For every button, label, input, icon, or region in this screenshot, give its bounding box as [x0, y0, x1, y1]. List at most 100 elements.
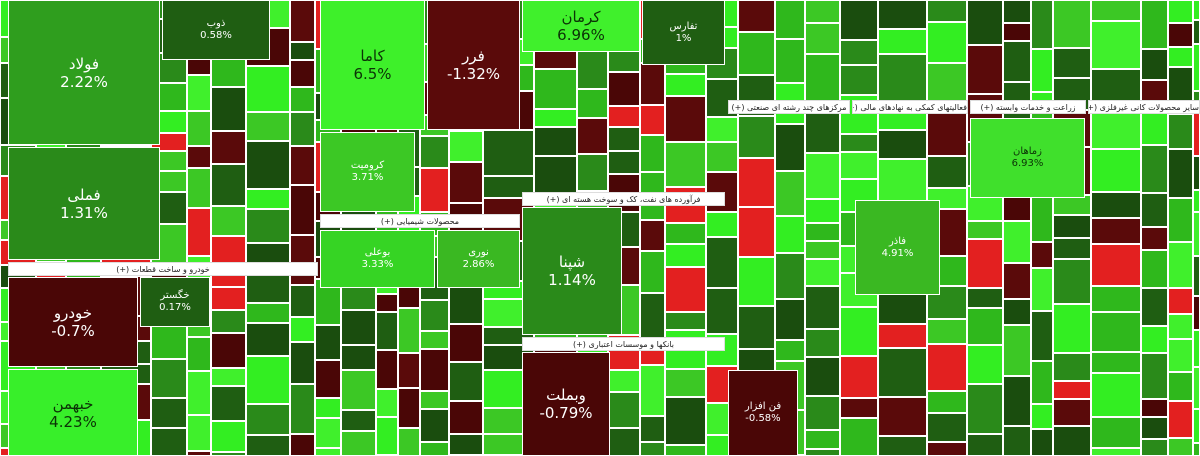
tile[interactable]: خبهمن 4.23% — [8, 369, 138, 456]
filler-cell — [290, 146, 315, 185]
filler-cell — [1031, 242, 1053, 268]
tile[interactable]: ذوب 0.58% — [162, 0, 270, 60]
filler-cell — [1141, 250, 1168, 288]
filler-cell — [640, 105, 665, 135]
filler-cell — [1193, 112, 1200, 156]
filler-cell — [449, 362, 483, 401]
filler-cell — [376, 389, 398, 417]
tile-change: 4.91% — [881, 247, 914, 259]
filler-cell — [341, 310, 376, 345]
filler-cell — [449, 162, 483, 203]
filler-cell — [449, 131, 483, 162]
filler-cell — [1053, 238, 1091, 259]
tile[interactable]: فن افزار -0.58% — [728, 370, 798, 456]
filler-cell — [534, 127, 577, 156]
filler-cell — [1091, 149, 1141, 192]
filler-cell — [151, 428, 187, 456]
tile[interactable]: خگستر 0.17% — [140, 277, 210, 327]
tile-change: 1% — [675, 32, 692, 44]
filler-cell — [878, 436, 927, 456]
tile[interactable]: تفارس 1% — [642, 0, 725, 65]
filler-cell — [840, 356, 878, 398]
tile[interactable]: نوری 2.86% — [437, 230, 520, 288]
filler-cell — [967, 288, 1003, 308]
tile[interactable]: بوعلی 3.33% — [320, 230, 435, 288]
filler-cell — [1193, 44, 1200, 91]
filler-cell — [1168, 438, 1193, 456]
filler-cell — [315, 418, 341, 448]
filler-cell — [927, 319, 967, 344]
filler-cell — [1141, 193, 1168, 227]
filler-cell — [927, 344, 967, 391]
filler-cell — [1168, 198, 1193, 242]
filler-cell — [805, 329, 840, 357]
filler-cell — [1168, 23, 1193, 47]
tile-label: تفارس — [669, 20, 698, 32]
filler-cell — [290, 235, 315, 285]
sector-label: زراعت و خدمات وابسته (+) — [970, 100, 1086, 114]
filler-cell — [1053, 48, 1091, 78]
filler-cell — [290, 0, 315, 42]
tile[interactable]: وبملت -0.79% — [522, 352, 610, 456]
filler-cell — [1091, 21, 1141, 69]
tile[interactable]: فولاد 2.22% — [8, 0, 160, 145]
tile-change: -1.32% — [446, 65, 501, 83]
filler-cell — [211, 87, 246, 131]
filler-cell — [577, 89, 608, 118]
filler-cell — [805, 0, 840, 23]
filler-cell — [1003, 376, 1031, 426]
tile[interactable]: کرمان 6.96% — [522, 0, 640, 52]
filler-cell — [738, 32, 775, 75]
filler-cell — [290, 185, 315, 235]
filler-cell — [483, 176, 534, 198]
filler-cell — [1003, 41, 1031, 82]
tile[interactable]: کرومیت 3.71% — [320, 132, 415, 212]
tile-change: -0.58% — [745, 413, 781, 424]
filler-cell — [577, 154, 608, 191]
filler-cell — [1141, 227, 1168, 250]
tile[interactable]: زماهان 6.93% — [970, 118, 1085, 198]
tile[interactable]: کاما 6.5% — [320, 0, 425, 130]
filler-cell — [211, 164, 246, 206]
tile[interactable]: فاذر 4.91% — [855, 200, 940, 295]
filler-cell — [608, 72, 640, 106]
filler-cell — [246, 303, 290, 323]
tile-label: کرومیت — [350, 160, 385, 171]
filler-cell — [211, 452, 246, 456]
filler-cell — [246, 356, 290, 404]
filler-cell — [1091, 373, 1141, 417]
filler-cell — [967, 308, 1003, 345]
filler-cell — [211, 56, 246, 87]
filler-cell — [927, 22, 967, 63]
tile[interactable]: فملی 1.31% — [8, 147, 160, 260]
tile-label: شپنا — [558, 253, 586, 271]
filler-cell — [1091, 352, 1141, 373]
tile[interactable]: خودرو -0.7% — [8, 277, 138, 367]
filler-cell — [290, 285, 315, 317]
tile-label: زماهان — [1013, 146, 1042, 157]
filler-cell — [1031, 0, 1053, 49]
filler-cell — [290, 60, 315, 87]
tile[interactable]: شپنا 1.14% — [522, 207, 622, 335]
filler-cell — [805, 357, 840, 396]
filler-cell — [1091, 312, 1141, 352]
filler-cell — [665, 142, 706, 187]
filler-cell — [1003, 23, 1031, 41]
filler-cell — [1091, 218, 1141, 244]
filler-cell — [1193, 190, 1200, 212]
filler-cell — [449, 434, 483, 455]
filler-cell — [398, 388, 420, 428]
filler-cell — [665, 96, 706, 142]
tile-label: فملی — [67, 185, 101, 204]
tile-label: کاما — [360, 47, 385, 65]
filler-cell — [738, 116, 775, 158]
filler-cell — [967, 434, 1003, 456]
tile-change: -0.79% — [539, 404, 593, 422]
tile[interactable]: فرر -1.32% — [427, 0, 520, 130]
filler-cell — [1193, 20, 1200, 44]
filler-cell — [187, 111, 211, 146]
filler-cell — [315, 325, 341, 360]
filler-cell — [1193, 0, 1200, 20]
filler-cell — [376, 294, 398, 312]
filler-cell — [967, 0, 1003, 45]
